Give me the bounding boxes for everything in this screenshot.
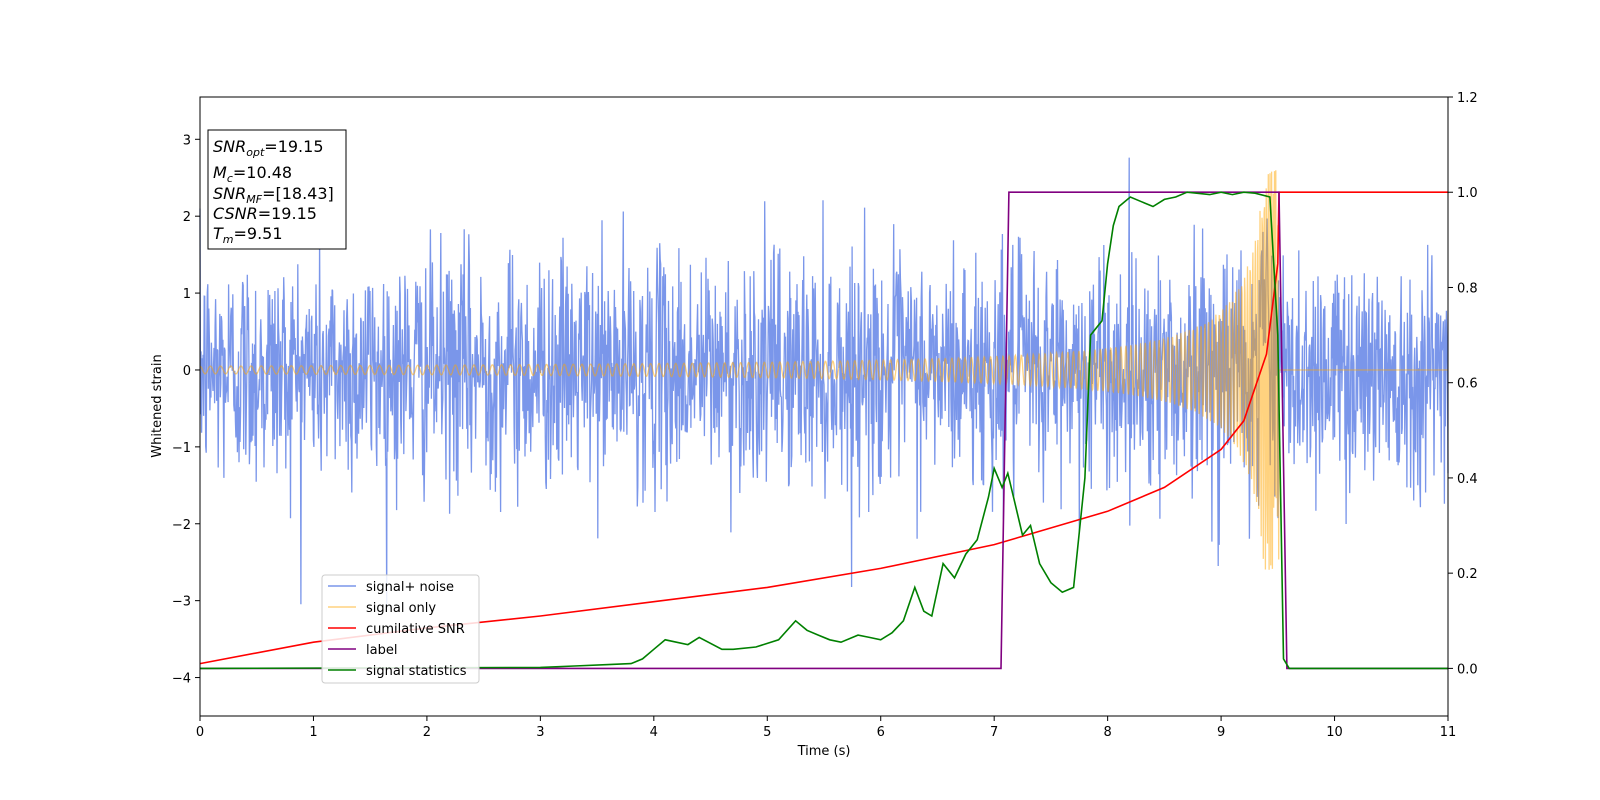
y-tick-left-label: −1 [172, 441, 191, 456]
x-axis-label: Time (s) [797, 744, 851, 759]
x-tick-label: 5 [763, 725, 771, 740]
annotation-tm: Tm=9.51 [213, 224, 283, 246]
legend-item-signal-noise: signal+ noise [328, 580, 454, 595]
y-tick-right-label: 0.2 [1457, 567, 1478, 582]
x-tick-label: 11 [1440, 725, 1457, 740]
legend-item-label: label [328, 643, 397, 658]
legend-item-signal-only: signal only [328, 601, 436, 616]
y-tick-left-label: −3 [172, 595, 191, 610]
y-tick-left-label: 2 [183, 210, 191, 225]
annotation-mc: Mc=10.48 [213, 163, 292, 185]
plot-area [199, 157, 1449, 670]
series-signal-only [199, 170, 1448, 570]
x-tick-label: 3 [536, 725, 544, 740]
annotation-snr-mf: SNRMF=[18.43] [213, 184, 334, 206]
y-tick-left-label: −4 [172, 672, 191, 687]
y-tick-right-label: 0.0 [1457, 662, 1478, 677]
x-tick-label: 8 [1103, 725, 1111, 740]
x-tick-label: 2 [423, 725, 431, 740]
y-tick-left-label: −2 [172, 518, 191, 533]
x-tick-label: 7 [990, 725, 998, 740]
y-axis-label: Whitened strain [150, 354, 165, 457]
x-tick-label: 6 [877, 725, 885, 740]
y-tick-left-label: 1 [183, 287, 191, 302]
annotation-csnr: CSNR=19.15 [213, 204, 317, 223]
y-tick-right-label: 1.0 [1457, 186, 1478, 201]
y-tick-left-label: 3 [183, 133, 191, 148]
x-tick-label: 10 [1326, 725, 1343, 740]
legend-item-signal-statistics: signal statistics [328, 664, 467, 679]
axes-frame [199, 96, 1449, 717]
legend-frame [321, 574, 480, 684]
legend-item-cumulative-snr: cumilative SNR [328, 622, 465, 637]
svg-text:label: label [366, 643, 397, 658]
y-tick-right-label: 0.8 [1457, 281, 1478, 296]
x-tick-label: 1 [309, 725, 317, 740]
x-tick-label: 9 [1217, 725, 1225, 740]
svg-text:cumilative SNR: cumilative SNR [366, 622, 465, 637]
y-tick-right-label: 0.4 [1457, 472, 1478, 487]
axes: 0 1 2 3 4 5 6 7 8 9 10 113210−1−2−3−41.21.00.80.60.… [172, 91, 1478, 740]
x-tick-label: 4 [650, 725, 658, 740]
annotation-box: SNRopt=19.15 Mc=10.48 SNRMF=[18.43] CSNR… [207, 129, 347, 250]
y-tick-right-label: 1.2 [1457, 91, 1478, 106]
y-tick-right-label: 0.6 [1457, 377, 1478, 392]
series-signal-statistics [199, 191, 1448, 670]
svg-text:signal+ noise: signal+ noise [366, 580, 454, 595]
x-tick-label: 0 [196, 725, 204, 740]
svg-text:signal statistics: signal statistics [366, 664, 467, 679]
annotation-snr-opt: SNRopt=19.15 [213, 137, 324, 159]
series-cumulative-snr [199, 191, 1448, 665]
svg-text:signal only: signal only [366, 601, 436, 616]
legend: signal+ noise signal only cumilative SNR… [321, 574, 480, 684]
y-tick-left-label: 0 [183, 364, 191, 379]
